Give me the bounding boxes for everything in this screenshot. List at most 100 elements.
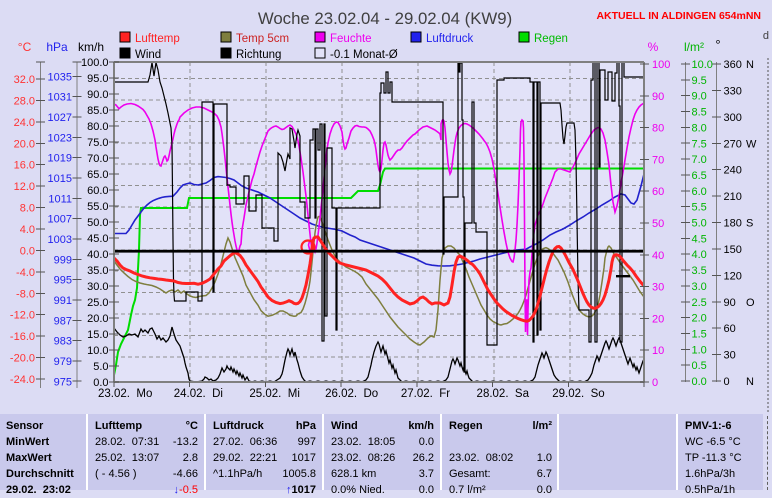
svg-text:N: N xyxy=(746,376,754,388)
svg-text:-4.0: -4.0 xyxy=(16,267,35,279)
svg-text:9.5: 9.5 xyxy=(692,75,707,87)
svg-text:25.0: 25.0 xyxy=(87,297,108,309)
svg-text:2.5: 2.5 xyxy=(692,297,707,309)
svg-text:4.0: 4.0 xyxy=(20,224,35,236)
svg-text:1035: 1035 xyxy=(48,71,72,83)
svg-text:27.02. Fr: 27.02. Fr xyxy=(401,388,450,400)
svg-text:25.02. Mi: 25.02. Mi xyxy=(249,388,299,400)
svg-text:991: 991 xyxy=(54,295,72,307)
svg-text:0.0: 0.0 xyxy=(692,376,707,388)
svg-text:1003: 1003 xyxy=(48,234,72,246)
svg-text:210: 210 xyxy=(724,191,742,203)
svg-text:32.0: 32.0 xyxy=(14,74,35,86)
svg-text:Lufttemp: Lufttemp xyxy=(135,33,180,45)
svg-text:8.0: 8.0 xyxy=(20,203,35,215)
svg-text:999: 999 xyxy=(54,254,72,266)
svg-text:20.0: 20.0 xyxy=(14,138,35,150)
svg-text:1015: 1015 xyxy=(48,173,72,185)
svg-text:4.0: 4.0 xyxy=(692,249,707,261)
svg-text:24.0: 24.0 xyxy=(14,117,35,129)
svg-text:987: 987 xyxy=(54,315,72,327)
svg-text:90: 90 xyxy=(724,297,736,309)
svg-text:1.0: 1.0 xyxy=(692,344,707,356)
svg-text:120: 120 xyxy=(724,270,742,282)
svg-text:°C: °C xyxy=(18,40,32,54)
svg-text:°: ° xyxy=(715,37,720,52)
svg-text:1031: 1031 xyxy=(48,92,72,104)
svg-text:80: 80 xyxy=(652,123,664,135)
svg-text:100: 100 xyxy=(652,59,670,71)
svg-text:Richtung: Richtung xyxy=(236,49,281,61)
svg-text:0.0: 0.0 xyxy=(93,377,108,389)
svg-text:Luftdruck: Luftdruck xyxy=(426,33,474,45)
svg-text:hPa: hPa xyxy=(46,40,68,54)
svg-text:240: 240 xyxy=(724,165,742,177)
svg-text:60: 60 xyxy=(652,186,664,198)
svg-text:50.0: 50.0 xyxy=(87,217,108,229)
svg-text:N: N xyxy=(746,59,754,71)
svg-text:-20.0: -20.0 xyxy=(10,353,35,365)
svg-text:30.0: 30.0 xyxy=(87,281,108,293)
svg-text:-8.0: -8.0 xyxy=(16,288,35,300)
svg-text:75.0: 75.0 xyxy=(87,137,108,149)
svg-text:8.0: 8.0 xyxy=(692,122,707,134)
svg-text:10: 10 xyxy=(652,345,664,357)
svg-text:983: 983 xyxy=(54,336,72,348)
svg-text:9.0: 9.0 xyxy=(692,91,707,103)
svg-text:1.5: 1.5 xyxy=(692,328,707,340)
svg-text:S: S xyxy=(746,218,753,230)
svg-text:0.0: 0.0 xyxy=(20,245,35,257)
svg-text:8.5: 8.5 xyxy=(692,107,707,119)
svg-text:300: 300 xyxy=(724,112,742,124)
svg-text:40: 40 xyxy=(652,250,664,262)
svg-text:km/h: km/h xyxy=(78,40,104,54)
svg-text:360: 360 xyxy=(724,59,742,71)
svg-text:0.5: 0.5 xyxy=(692,360,707,372)
svg-text:%: % xyxy=(648,40,659,54)
svg-text:0: 0 xyxy=(652,377,658,389)
svg-text:15.0: 15.0 xyxy=(87,329,108,341)
svg-text:28.0: 28.0 xyxy=(14,95,35,107)
svg-text:26.02. Do: 26.02. Do xyxy=(325,388,378,400)
svg-text:30: 30 xyxy=(724,350,736,362)
svg-text:Regen: Regen xyxy=(534,33,568,45)
svg-text:1023: 1023 xyxy=(48,132,72,144)
svg-text:90.0: 90.0 xyxy=(87,89,108,101)
svg-text:80.0: 80.0 xyxy=(87,121,108,133)
svg-text:70.0: 70.0 xyxy=(87,153,108,165)
svg-text:-16.0: -16.0 xyxy=(10,331,35,343)
svg-text:10.0: 10.0 xyxy=(692,59,713,71)
svg-text:7.5: 7.5 xyxy=(692,138,707,150)
svg-text:-24.0: -24.0 xyxy=(10,374,35,386)
svg-text:30: 30 xyxy=(652,282,664,294)
svg-text:270: 270 xyxy=(724,138,742,150)
svg-text:O: O xyxy=(746,297,755,309)
svg-text:95.0: 95.0 xyxy=(87,73,108,85)
svg-text:d: d xyxy=(763,30,769,42)
svg-text:65.0: 65.0 xyxy=(87,169,108,181)
svg-text:90: 90 xyxy=(652,91,664,103)
svg-text:50: 50 xyxy=(652,218,664,230)
svg-text:-0.1 Monat-Ø: -0.1 Monat-Ø xyxy=(330,49,398,61)
svg-text:6.5: 6.5 xyxy=(692,170,707,182)
svg-text:3.5: 3.5 xyxy=(692,265,707,277)
svg-text:16.0: 16.0 xyxy=(14,160,35,172)
svg-text:7.0: 7.0 xyxy=(692,154,707,166)
svg-text:Temp 5cm: Temp 5cm xyxy=(236,33,289,45)
svg-text:AKTUELL IN ALDINGEN 654mNN: AKTUELL IN ALDINGEN 654mNN xyxy=(596,10,761,22)
svg-text:70: 70 xyxy=(652,154,664,166)
svg-text:5.5: 5.5 xyxy=(692,202,707,214)
svg-text:29.02. So: 29.02. So xyxy=(552,388,604,400)
svg-text:55.0: 55.0 xyxy=(87,201,108,213)
svg-text:150: 150 xyxy=(724,244,742,256)
svg-text:975: 975 xyxy=(54,376,72,388)
svg-text:0: 0 xyxy=(724,376,730,388)
svg-text:60.0: 60.0 xyxy=(87,185,108,197)
svg-text:45.0: 45.0 xyxy=(87,233,108,245)
svg-text:995: 995 xyxy=(54,275,72,287)
svg-text:l/m²: l/m² xyxy=(684,40,704,54)
svg-text:6.0: 6.0 xyxy=(692,186,707,198)
svg-text:20.0: 20.0 xyxy=(87,313,108,325)
svg-text:2.0: 2.0 xyxy=(692,313,707,325)
svg-text:5.0: 5.0 xyxy=(93,361,108,373)
